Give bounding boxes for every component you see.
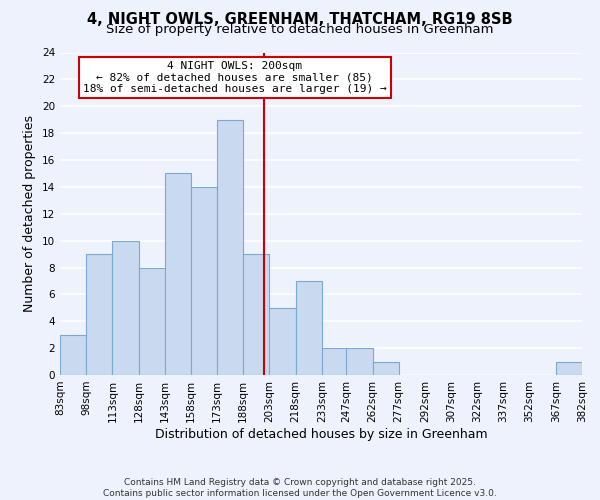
- Text: 4, NIGHT OWLS, GREENHAM, THATCHAM, RG19 8SB: 4, NIGHT OWLS, GREENHAM, THATCHAM, RG19 …: [87, 12, 513, 28]
- Bar: [112, 240, 139, 375]
- Bar: [60, 334, 86, 375]
- Text: 4 NIGHT OWLS: 200sqm
← 82% of detached houses are smaller (85)
18% of semi-detac: 4 NIGHT OWLS: 200sqm ← 82% of detached h…: [83, 60, 387, 94]
- Bar: [346, 348, 373, 375]
- X-axis label: Distribution of detached houses by size in Greenham: Distribution of detached houses by size …: [155, 428, 487, 440]
- Bar: [556, 362, 582, 375]
- Bar: [217, 120, 244, 375]
- Bar: [86, 254, 112, 375]
- Text: Size of property relative to detached houses in Greenham: Size of property relative to detached ho…: [106, 22, 494, 36]
- Bar: [296, 281, 322, 375]
- Bar: [244, 254, 269, 375]
- Bar: [269, 308, 296, 375]
- Y-axis label: Number of detached properties: Number of detached properties: [23, 116, 37, 312]
- Bar: [139, 268, 165, 375]
- Bar: [322, 348, 348, 375]
- Text: Contains HM Land Registry data © Crown copyright and database right 2025.
Contai: Contains HM Land Registry data © Crown c…: [103, 478, 497, 498]
- Bar: [373, 362, 398, 375]
- Bar: [165, 174, 191, 375]
- Bar: [191, 187, 217, 375]
